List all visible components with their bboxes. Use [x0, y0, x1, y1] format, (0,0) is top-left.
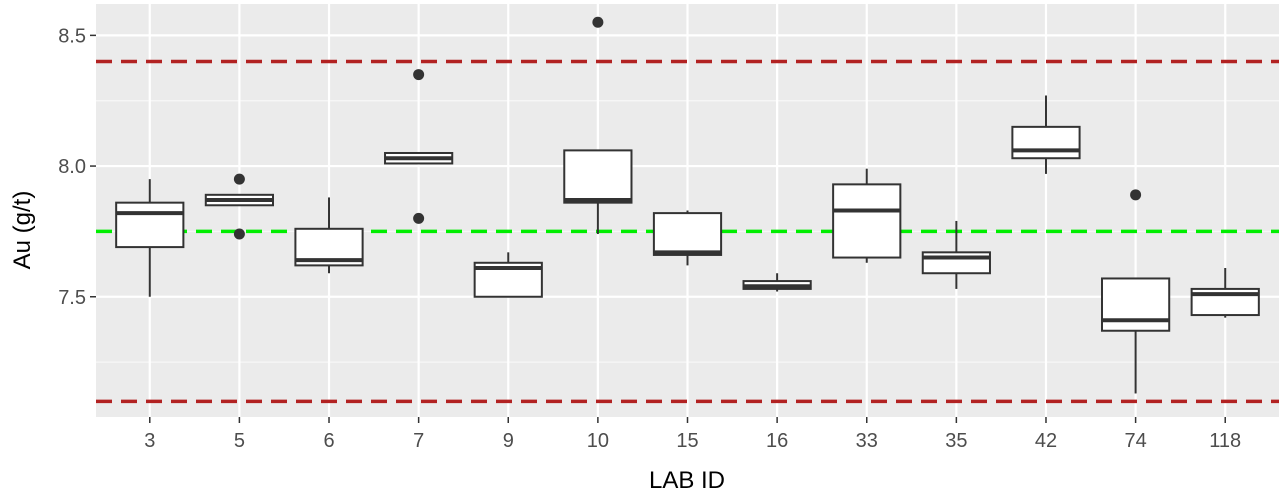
x-axis: 3 5 6 7 9 10 15 16 33 35 42 74 118	[144, 417, 1241, 452]
outlier-point	[413, 69, 425, 81]
x-tick-label: 15	[676, 430, 698, 452]
box-iqr	[1011, 125, 1081, 160]
x-tick-label: 6	[323, 430, 334, 452]
x-tick-label: 7	[413, 430, 424, 452]
y-tick-label: 7.5	[58, 287, 86, 309]
box-iqr	[652, 212, 723, 256]
box-lab-6	[294, 197, 364, 274]
x-tick-label: 16	[766, 430, 788, 452]
box-iqr	[921, 251, 991, 275]
box-lab-3	[115, 179, 185, 297]
outlier-point	[1130, 189, 1142, 201]
box-lab-5	[204, 173, 275, 240]
box-lab-33	[832, 168, 902, 263]
box-lab-74	[1100, 189, 1171, 394]
box-lab-35	[921, 220, 991, 289]
box-lab-15	[652, 210, 723, 266]
box-iqr	[563, 149, 633, 204]
reference-lines	[96, 59, 1279, 404]
x-tick-label: 5	[234, 430, 245, 452]
x-tick-label: 33	[856, 430, 878, 452]
box-lab-9	[473, 252, 543, 298]
x-axis-title: LAB ID	[649, 467, 725, 494]
x-tick-label: 10	[587, 430, 609, 452]
box-lab-7	[384, 69, 454, 224]
x-tick-label: 42	[1035, 430, 1057, 452]
x-tick-label: 35	[945, 430, 967, 452]
box-lab-16	[742, 273, 812, 292]
boxes	[115, 16, 1260, 394]
x-tick-label: 9	[503, 430, 514, 452]
box-iqr	[1100, 277, 1171, 332]
box-lab-42	[1011, 95, 1081, 174]
outlier-point	[413, 212, 425, 224]
y-axis: 7.5 8.0 8.5	[58, 25, 96, 309]
y-tick-label: 8.0	[58, 156, 86, 178]
x-tick-label: 3	[144, 430, 155, 452]
outlier-point	[592, 16, 604, 28]
y-axis-title: Au (g/t)	[9, 191, 36, 270]
box-iqr	[115, 201, 185, 249]
y-tick-label: 8.5	[58, 25, 86, 47]
box-lab-10	[563, 16, 633, 235]
x-tick-label: 74	[1124, 430, 1146, 452]
outlier-point	[233, 228, 245, 240]
outlier-point	[233, 173, 245, 185]
box-lab-118	[1190, 268, 1260, 318]
box-iqr	[832, 183, 902, 259]
x-tick-label: 118	[1209, 430, 1241, 452]
